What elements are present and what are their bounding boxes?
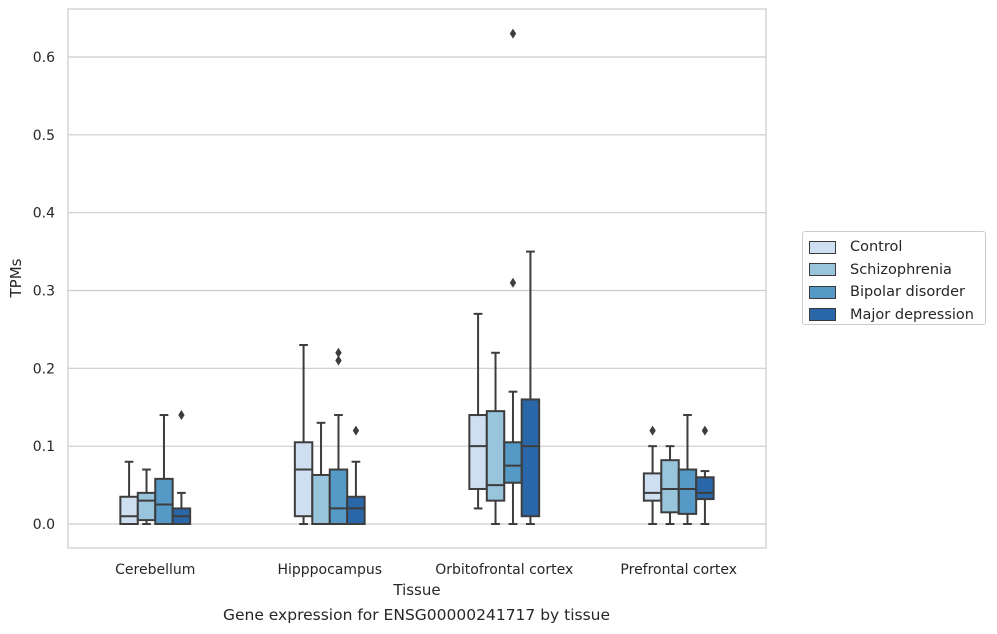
- figure-caption: Gene expression for ENSG00000241717 by t…: [222, 606, 611, 624]
- box: [520, 250, 541, 525]
- y-tick-label: 0.2: [33, 361, 55, 377]
- legend-label: Major depression: [850, 306, 974, 323]
- x-tick-label: Orbitofrontal cortex: [435, 562, 573, 578]
- x-tick-label: Hipppocampus: [277, 562, 382, 578]
- y-tick-label: 0.0: [33, 517, 55, 533]
- y-tick-label: 0.4: [33, 206, 55, 222]
- y-tick-label: 0.6: [33, 50, 55, 66]
- box-iqr: [520, 398, 541, 518]
- legend-swatch: [809, 240, 836, 254]
- legend-swatch: [809, 308, 836, 322]
- x-tick-label: Cerebellum: [115, 562, 195, 578]
- box-iqr: [485, 410, 506, 502]
- box: [136, 468, 157, 525]
- box: [503, 28, 523, 525]
- y-tick-label: 0.5: [33, 128, 55, 144]
- box: [171, 410, 192, 525]
- box: [677, 414, 698, 525]
- legend-label: Bipolar disorder: [850, 284, 965, 301]
- box-iqr: [642, 472, 663, 502]
- legend-item-bipolar-disorder: Bipolar disorder: [809, 281, 979, 304]
- box: [660, 445, 680, 525]
- box-iqr: [119, 495, 139, 525]
- outlier-point: [701, 425, 709, 436]
- legend-label: Schizophrenia: [850, 261, 952, 278]
- legend-label: Control: [850, 239, 903, 256]
- x-axis-label: Tissue: [392, 581, 440, 599]
- box: [642, 425, 663, 525]
- box: [485, 351, 506, 525]
- x-tick-labels: Cerebellum Hipppocampus Orbitofrontal cort…: [115, 562, 737, 578]
- box-iqr: [468, 414, 488, 490]
- box-iqr: [503, 441, 523, 484]
- box: [311, 421, 331, 525]
- legend-item-major-depression: Major depression: [809, 304, 979, 327]
- outlier-point: [335, 347, 342, 358]
- y-axis-label: TPMs: [7, 258, 25, 298]
- legend-item-schizophrenia: Schizophrenia: [809, 259, 979, 282]
- outlier-point: [335, 355, 342, 366]
- box-iqr: [346, 495, 366, 525]
- legend-swatch: [809, 263, 836, 277]
- y-tick-labels: 0.0 0.1 0.2 0.3 0.4 0.5 0.6: [33, 50, 55, 533]
- x-tick-label: Prefrontal cortex: [620, 562, 737, 578]
- y-tick-label: 0.1: [33, 439, 55, 455]
- outlier-point: [352, 425, 360, 436]
- box: [695, 425, 715, 525]
- box: [293, 343, 314, 525]
- box: [154, 414, 174, 525]
- outlier-point: [509, 277, 517, 288]
- plot-area: [67, 8, 767, 549]
- legend: Control Schizophrenia Bipolar disorder M…: [802, 231, 986, 325]
- box: [346, 425, 366, 525]
- y-tick-label: 0.3: [33, 284, 55, 300]
- box-iqr: [293, 441, 314, 518]
- box-iqr: [328, 468, 349, 525]
- box-iqr: [677, 468, 698, 515]
- legend-item-control: Control: [809, 236, 979, 259]
- outlier-point: [178, 410, 185, 421]
- box-iqr: [695, 476, 715, 501]
- box-iqr: [311, 473, 331, 525]
- box-iqr: [660, 459, 680, 514]
- outlier-point: [649, 425, 656, 436]
- legend-swatch: [809, 285, 836, 299]
- box-iqr: [154, 477, 174, 525]
- box: [468, 312, 488, 510]
- box-iqr: [136, 491, 157, 522]
- outlier-point: [509, 28, 517, 39]
- boxes: [119, 28, 715, 525]
